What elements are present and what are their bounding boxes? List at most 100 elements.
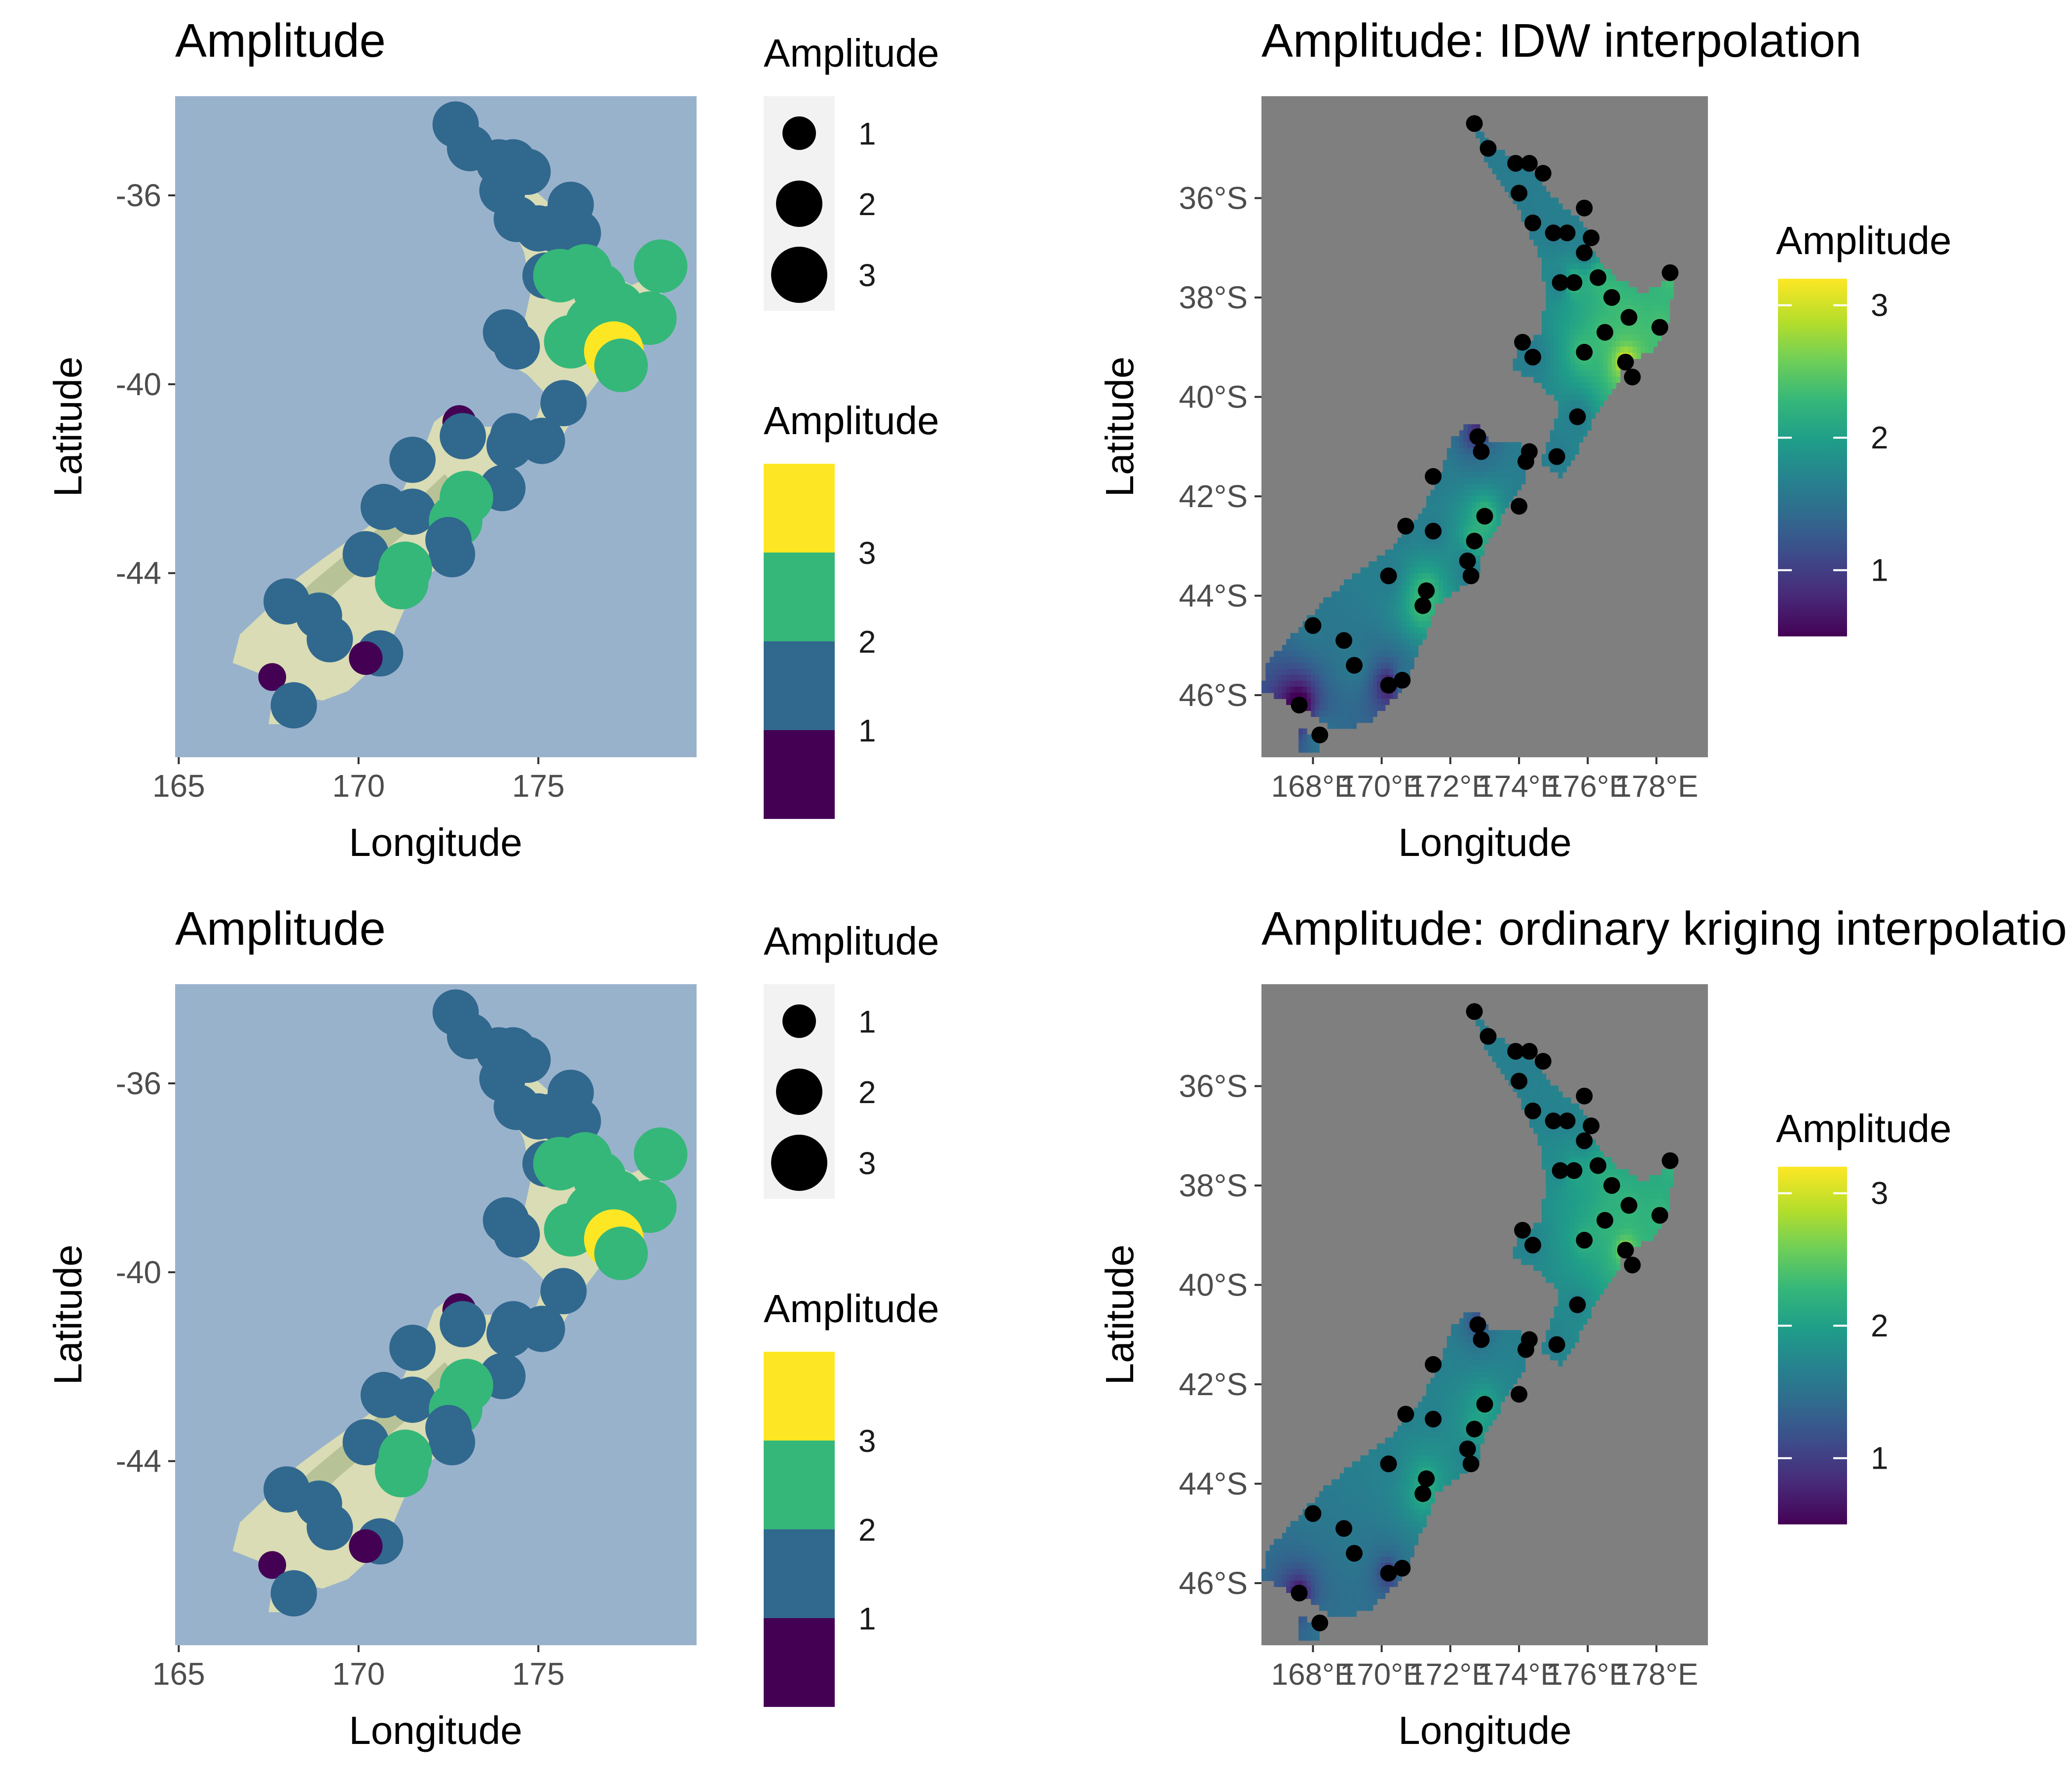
surface-cell [1451, 1407, 1456, 1414]
surface-cell [1335, 1568, 1340, 1575]
surface-cell [1640, 329, 1645, 335]
surface-cell [1430, 567, 1435, 574]
station-marker [429, 531, 476, 578]
surface-cell [1554, 1133, 1559, 1140]
surface-cell [1591, 400, 1596, 407]
surface-cell [1562, 1270, 1567, 1277]
surface-cell [1372, 567, 1377, 574]
surface-cell [1335, 693, 1340, 699]
surface-cell [1430, 1425, 1435, 1432]
surface-cell [1570, 388, 1575, 395]
surface-cell [1372, 1497, 1377, 1504]
surface-cell [1574, 424, 1580, 431]
surface-cell [1636, 1181, 1641, 1187]
surface-cell [1591, 1217, 1596, 1223]
surface-cell [1430, 555, 1435, 562]
surface-cell [1574, 233, 1580, 240]
axis-ticks: 165 170 175-36-40-44 [116, 178, 565, 804]
surface-cell [1603, 1258, 1608, 1265]
surface-cell [1376, 615, 1382, 622]
surface-cell [1381, 674, 1386, 681]
surface-cell [1537, 180, 1542, 186]
surface-cell [1360, 1491, 1365, 1498]
surface-cell [1455, 543, 1460, 550]
surface-cell [1542, 1240, 1547, 1247]
surface-cell [1583, 424, 1588, 431]
surface-cell [1274, 663, 1279, 669]
surface-cell [1562, 1175, 1567, 1182]
surface-cell [1430, 609, 1435, 616]
surface-cell [1319, 1604, 1324, 1611]
surface-cell [1369, 1587, 1373, 1593]
surface-cell [1591, 323, 1596, 330]
surface-cell [1414, 1407, 1419, 1414]
surface-cell [1352, 1562, 1357, 1569]
surface-cell [1446, 454, 1452, 461]
surface-cell [1418, 1407, 1423, 1414]
surface-cell [1566, 323, 1571, 330]
surface-cell [1422, 1515, 1427, 1521]
surface-cell [1558, 1288, 1563, 1295]
surface-cell [1332, 1604, 1336, 1611]
surface-cell [1562, 1300, 1567, 1307]
surface-cell [1364, 1515, 1369, 1521]
surface-cell [1562, 1145, 1567, 1152]
surface-cell [1360, 603, 1365, 610]
surface-cell [1290, 680, 1295, 687]
surface-cell [1492, 454, 1497, 461]
surface-cell [1533, 1222, 1538, 1229]
surface-cell [1451, 1437, 1456, 1444]
station-marker [1311, 726, 1329, 743]
surface-cell [1640, 1199, 1645, 1206]
surface-cell [1335, 1539, 1340, 1546]
surface-cell [1480, 472, 1484, 479]
surface-cell [1521, 1240, 1526, 1247]
surface-cell [1369, 657, 1373, 664]
surface-cell [1566, 406, 1571, 413]
surface-cell [1381, 1562, 1386, 1569]
surface-cell [1443, 502, 1447, 508]
surface-cell [1542, 370, 1547, 377]
surface-cell [1409, 1527, 1414, 1534]
surface-cell [1562, 1330, 1567, 1337]
surface-cell [1302, 1634, 1307, 1641]
surface-cell [1488, 1366, 1493, 1372]
size-key-label: 1 [858, 1004, 876, 1039]
surface-cell [1422, 537, 1427, 544]
surface-cell [1521, 180, 1526, 186]
surface-cell [1348, 645, 1353, 652]
surface-cell [1393, 1581, 1398, 1587]
surface-cell [1352, 591, 1357, 598]
surface-cell [1274, 693, 1279, 699]
surface-cell [1620, 1234, 1625, 1241]
surface-cell [1570, 1264, 1575, 1271]
surface-cell [1591, 311, 1596, 318]
surface-cell [1459, 1407, 1464, 1414]
surface-cell [1286, 639, 1291, 646]
surface-cell [1562, 1276, 1567, 1283]
surface-cell [1661, 293, 1666, 299]
surface-cell [1463, 1330, 1468, 1337]
surface-cell [1566, 365, 1571, 371]
surface-cell [1546, 275, 1551, 282]
surface-cell [1434, 1431, 1440, 1438]
surface-cell [1302, 734, 1307, 741]
surface-cell [1488, 531, 1493, 538]
surface-cell [1484, 478, 1489, 484]
surface-cell [1335, 1497, 1340, 1504]
station-points [1291, 1003, 1679, 1631]
surface-cell [1517, 1062, 1522, 1069]
surface-cell [1599, 1181, 1604, 1187]
surface-cell [1319, 1592, 1324, 1599]
surface-cell [1369, 686, 1373, 693]
surface-cell [1356, 674, 1361, 681]
surface-cell [1443, 1455, 1447, 1462]
surface-cell [1422, 543, 1427, 550]
surface-cell [1339, 1598, 1344, 1605]
surface-cell [1554, 436, 1559, 443]
surface-cell [1480, 1431, 1484, 1438]
surface-cell [1426, 573, 1431, 580]
surface-cell [1315, 657, 1320, 664]
x-tick-label: 170 [332, 1656, 385, 1692]
surface-cell [1282, 1539, 1287, 1546]
